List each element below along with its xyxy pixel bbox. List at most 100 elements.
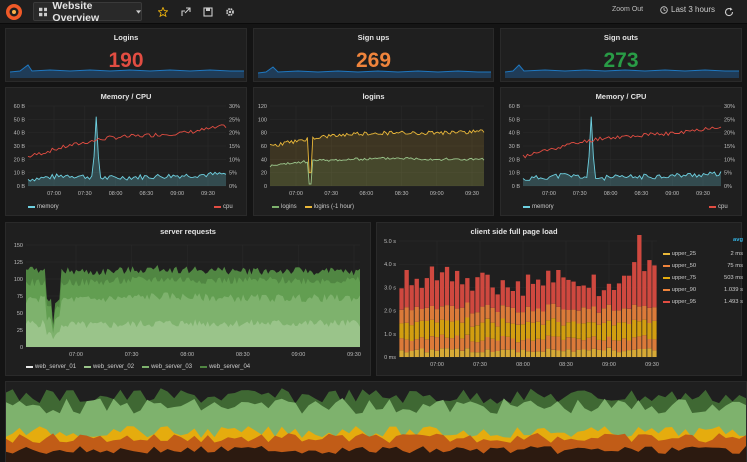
legend-item-web-server-04[interactable]: web_server_04	[200, 364, 250, 370]
bar-upper_90	[581, 307, 586, 324]
cpu-series-line	[27, 124, 227, 158]
save-icon[interactable]	[200, 4, 216, 20]
graph-panel-server-requests[interactable]: server requests 0 25 50 75 100 125 150 07:00 07:…	[5, 222, 371, 376]
y-right-tick-label: 5%	[724, 171, 732, 177]
bar-upper_75	[561, 325, 566, 340]
stat-panel-logins[interactable]: Logins 190	[5, 28, 247, 82]
bar-upper_90	[571, 309, 576, 322]
dashboard-picker[interactable]: Website Overview	[33, 0, 142, 24]
legend-item-web-server-01[interactable]: web_server_01	[26, 364, 76, 370]
legend-label: memory	[532, 204, 554, 210]
legend-item-web-server-03[interactable]: web_server_03	[142, 364, 192, 370]
legend-item-memory[interactable]: memory	[523, 204, 554, 210]
legend-header-avg[interactable]: avg	[733, 237, 743, 243]
legend-label: logins	[281, 204, 297, 210]
bar-upper_50	[429, 336, 435, 350]
bar-upper_75	[505, 322, 510, 337]
bar-upper_95	[637, 235, 642, 307]
bar-upper_50	[536, 338, 541, 352]
graph-panel-bottom[interactable]	[5, 381, 747, 462]
star-icon[interactable]	[155, 4, 171, 20]
grafana-logo-icon[interactable]	[4, 2, 24, 22]
y-tick-label: 0	[20, 345, 23, 351]
bar-upper_50	[541, 339, 546, 352]
bar-upper_50	[596, 339, 601, 350]
legend-row-upper-25[interactable]: upper_25 2 ms	[663, 248, 743, 260]
y-tick-label: 25	[17, 328, 23, 334]
bar-upper_90	[505, 306, 510, 323]
x-tick-label: 07:30	[573, 191, 587, 197]
bar-upper_95	[505, 287, 510, 307]
x-tick-label: 08:30	[559, 362, 573, 368]
bar-upper_95	[439, 272, 445, 307]
legend-row-upper-75[interactable]: upper_75 503 ms	[663, 272, 743, 284]
graph-panel-memory-cpu[interactable]: Memory / CPU 0 B 10 B 20 B 30 B 40 B 50 B 60 B…	[5, 87, 247, 216]
y-tick-label: 60 B	[14, 104, 26, 110]
memory-series-fill	[523, 116, 721, 186]
legend-item-logins-prev[interactable]: logins (-1 hour)	[304, 204, 355, 210]
bar-upper_90	[601, 308, 607, 323]
bar-upper_90	[551, 303, 556, 319]
x-tick-label: 07:00	[430, 362, 444, 368]
bar-upper_90	[399, 309, 404, 324]
bar-upper_50	[470, 341, 475, 353]
zoom-out-button[interactable]: Zoom Out	[612, 6, 644, 13]
bar-upper_95	[409, 285, 414, 311]
y-tick-label: 125	[14, 260, 23, 266]
bar-upper_75	[429, 319, 435, 337]
legend-item-cpu[interactable]: cpu	[214, 204, 233, 210]
bar-upper_50	[591, 336, 596, 349]
page-load-bars	[399, 235, 657, 357]
y-tick-label: 0 B	[17, 184, 26, 190]
settings-gear-icon[interactable]	[222, 4, 238, 20]
bar-upper_50	[485, 337, 490, 350]
graph-panel-page-load[interactable]: client side full page load 0 ms 1.0 s 2.0 …	[376, 222, 743, 376]
bar-upper_90	[611, 310, 617, 326]
legend-item-web-server-02[interactable]: web_server_02	[84, 364, 134, 370]
legend-item-memory[interactable]: memory	[28, 204, 59, 210]
bar-upper_90	[450, 305, 455, 322]
legend-row-upper-50[interactable]: upper_50 75 ms	[663, 260, 743, 272]
y-axis: 0 25 50 75 100 125 150	[14, 243, 23, 351]
y-tick-label: 30 B	[509, 144, 521, 150]
bar-upper_25	[622, 351, 627, 357]
bar-upper_75	[520, 324, 526, 341]
bar-upper_95	[556, 270, 561, 307]
bar-upper_50	[652, 339, 657, 351]
bar-upper_50	[616, 340, 622, 353]
bar-upper_90	[576, 310, 581, 324]
stat-panel-signups[interactable]: Sign ups 269	[253, 28, 494, 82]
share-icon[interactable]	[178, 4, 194, 20]
bar-upper_50	[505, 336, 510, 350]
x-tick-label: 07:00	[69, 352, 83, 358]
stat-value: 273	[603, 49, 639, 72]
legend-label: web_server_04	[209, 364, 251, 370]
legend-item-cpu[interactable]: cpu	[709, 204, 728, 210]
legend-label: logins (-1 hour)	[313, 204, 355, 210]
bar-upper_75	[576, 323, 581, 339]
stat-value: 190	[108, 49, 144, 72]
stat-panel-signouts[interactable]: Sign outs 273	[500, 28, 742, 82]
bar-upper_75	[571, 321, 576, 338]
time-range-picker[interactable]: Last 3 hours	[660, 5, 715, 14]
bar-upper_25	[399, 350, 404, 357]
legend-row-upper-90[interactable]: upper_90 1.039 s	[663, 284, 743, 296]
bar-upper_75	[586, 322, 591, 338]
graph-panel-memory-cpu-2[interactable]: Memory / CPU 0 B 10 B 20 B 30 B 40 B 50 B 60 B…	[500, 87, 742, 216]
bar-upper_95	[581, 285, 586, 308]
y-right-tick-label: 20%	[724, 131, 735, 137]
bar-upper_50	[465, 334, 470, 349]
refresh-icon[interactable]	[721, 4, 737, 20]
x-tick-label: 07:30	[78, 191, 92, 197]
x-tick-label: 07:30	[324, 191, 338, 197]
bar-upper_75	[480, 322, 485, 341]
x-tick-label: 09:00	[430, 191, 444, 197]
graph-panel-logins[interactable]: logins 0 20 40 60 80 100 120 07:00 07:30 08:00 08:…	[253, 87, 494, 216]
x-tick-label: 07:30	[473, 362, 487, 368]
bar-upper_75	[510, 323, 515, 339]
legend-row-upper-95[interactable]: upper_95 1.493 s	[663, 296, 743, 308]
memory-series-line	[522, 116, 722, 182]
legend-item-logins[interactable]: logins	[272, 204, 297, 210]
y-tick-label: 4.0 s	[384, 262, 396, 268]
bar-upper_75	[536, 321, 541, 339]
